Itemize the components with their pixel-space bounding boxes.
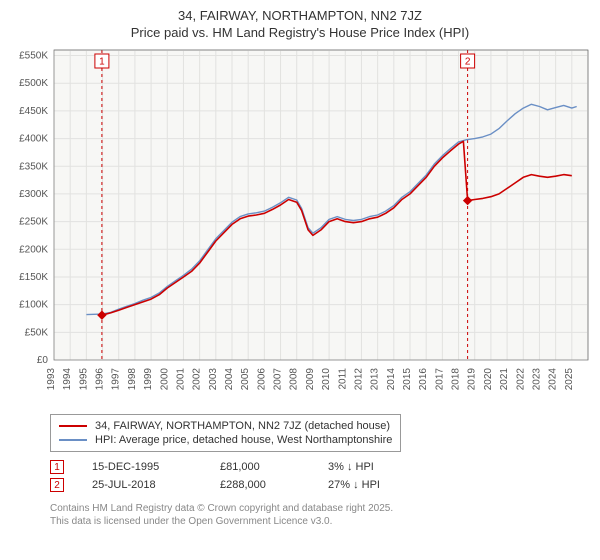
svg-text:2007: 2007 <box>273 368 284 391</box>
svg-text:1999: 1999 <box>143 368 154 391</box>
svg-text:1996: 1996 <box>95 368 106 391</box>
svg-text:1994: 1994 <box>62 368 73 391</box>
svg-text:2008: 2008 <box>289 368 300 391</box>
svg-text:2002: 2002 <box>192 368 203 391</box>
marker-date: 25-JUL-2018 <box>92 479 192 491</box>
footer-note: Contains HM Land Registry data © Crown c… <box>50 502 592 528</box>
svg-text:2: 2 <box>465 57 471 68</box>
chart-container: £0 £50K £100K £150K £200K £250K £300K £350K £400… <box>8 44 592 408</box>
svg-text:2014: 2014 <box>386 368 397 391</box>
marker-number-box: 2 <box>50 478 64 492</box>
marker-price: £81,000 <box>220 461 300 473</box>
svg-text:2004: 2004 <box>224 368 235 391</box>
svg-text:2005: 2005 <box>240 368 251 391</box>
svg-text:2024: 2024 <box>548 368 559 391</box>
svg-text:2017: 2017 <box>434 368 445 391</box>
svg-text:2006: 2006 <box>256 368 267 391</box>
svg-text:1995: 1995 <box>78 368 89 391</box>
svg-text:2000: 2000 <box>159 368 170 391</box>
svg-text:2009: 2009 <box>305 368 316 391</box>
marker-delta: 27% ↓ HPI <box>328 479 380 491</box>
svg-text:2020: 2020 <box>483 368 494 391</box>
chart-title-block: 34, FAIRWAY, NORTHAMPTON, NN2 7JZ Price … <box>8 8 592 40</box>
svg-text:2018: 2018 <box>451 368 462 391</box>
svg-text:1997: 1997 <box>111 368 122 391</box>
svg-text:2016: 2016 <box>418 368 429 391</box>
svg-text:£450K: £450K <box>19 106 48 117</box>
marker-row: 2 25-JUL-2018 £288,000 27% ↓ HPI <box>50 476 592 494</box>
svg-text:2011: 2011 <box>337 368 348 390</box>
marker-row: 1 15-DEC-1995 £81,000 3% ↓ HPI <box>50 458 592 476</box>
marker-date: 15-DEC-1995 <box>92 461 192 473</box>
legend-swatch <box>59 439 87 441</box>
legend-label: HPI: Average price, detached house, West… <box>95 434 392 446</box>
svg-text:2022: 2022 <box>515 368 526 391</box>
svg-text:£200K: £200K <box>19 244 48 255</box>
marker-delta: 3% ↓ HPI <box>328 461 374 473</box>
chart-title-line2: Price paid vs. HM Land Registry's House … <box>8 25 592 40</box>
price-chart: £0 £50K £100K £150K £200K £250K £300K £350K £400… <box>8 44 592 408</box>
svg-text:2025: 2025 <box>564 368 575 391</box>
svg-text:2010: 2010 <box>321 368 332 391</box>
chart-title-line1: 34, FAIRWAY, NORTHAMPTON, NN2 7JZ <box>8 8 592 23</box>
legend-swatch <box>59 425 87 427</box>
legend-item: HPI: Average price, detached house, West… <box>59 433 392 447</box>
marker-price: £288,000 <box>220 479 300 491</box>
svg-text:£100K: £100K <box>19 300 48 311</box>
svg-text:2003: 2003 <box>208 368 219 391</box>
svg-text:2023: 2023 <box>531 368 542 391</box>
svg-text:1: 1 <box>99 57 105 68</box>
svg-text:1998: 1998 <box>127 368 138 391</box>
svg-text:1993: 1993 <box>46 368 57 391</box>
legend-label: 34, FAIRWAY, NORTHAMPTON, NN2 7JZ (detac… <box>95 420 390 432</box>
svg-text:£400K: £400K <box>19 134 48 145</box>
svg-text:2019: 2019 <box>467 368 478 391</box>
footer-line1: Contains HM Land Registry data © Crown c… <box>50 502 592 515</box>
svg-text:2021: 2021 <box>499 368 510 391</box>
svg-text:£500K: £500K <box>19 78 48 89</box>
legend: 34, FAIRWAY, NORTHAMPTON, NN2 7JZ (detac… <box>50 414 401 452</box>
legend-item: 34, FAIRWAY, NORTHAMPTON, NN2 7JZ (detac… <box>59 419 392 433</box>
svg-text:£150K: £150K <box>19 272 48 283</box>
svg-text:2015: 2015 <box>402 368 413 391</box>
svg-text:£50K: £50K <box>25 327 49 338</box>
svg-text:£0: £0 <box>37 355 49 366</box>
svg-text:2001: 2001 <box>175 368 186 391</box>
marker-number-box: 1 <box>50 460 64 474</box>
svg-text:2013: 2013 <box>370 368 381 391</box>
svg-text:£350K: £350K <box>19 161 48 172</box>
svg-text:£300K: £300K <box>19 189 48 200</box>
sale-markers-table: 1 15-DEC-1995 £81,000 3% ↓ HPI 2 25-JUL-2018 £… <box>50 458 592 494</box>
footer-line2: This data is licensed under the Open Gov… <box>50 515 592 528</box>
svg-text:2012: 2012 <box>353 368 364 391</box>
svg-text:£250K: £250K <box>19 217 48 228</box>
svg-text:£550K: £550K <box>19 51 48 62</box>
